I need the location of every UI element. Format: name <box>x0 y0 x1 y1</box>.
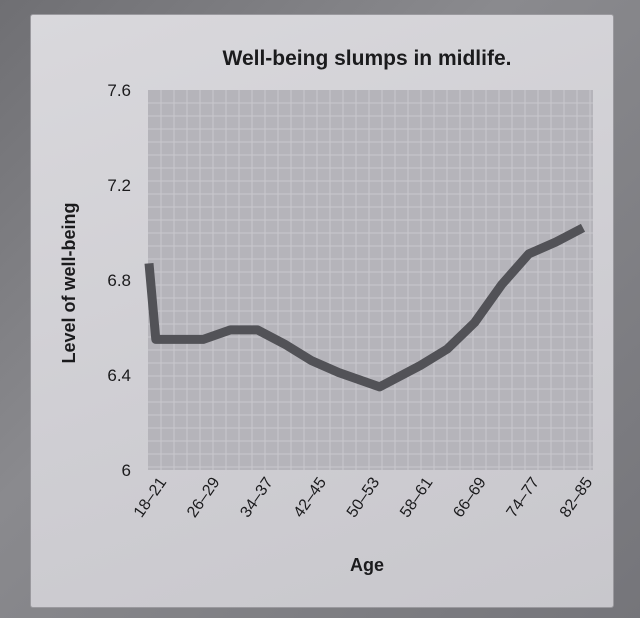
x-tick-label: 82–85 <box>557 474 597 520</box>
chart-card: Well-being slumps in midlife. 6 6.4 6.8 7.2… <box>30 14 614 608</box>
y-tick-label: 7.6 <box>107 81 131 100</box>
y-tick-label: 6.8 <box>107 271 131 290</box>
x-axis-label: Age <box>350 555 384 575</box>
x-tick-label: 18–21 <box>131 474 171 520</box>
series-line <box>144 223 586 392</box>
y-tick-label: 6 <box>122 461 131 480</box>
line-chart: Well-being slumps in midlife. 6 6.4 6.8 7.2… <box>59 47 597 575</box>
x-tick-label: 66–69 <box>450 474 490 520</box>
chart-title: Well-being slumps in midlife. <box>223 47 512 70</box>
y-tick-label: 6.4 <box>107 366 131 385</box>
y-axis-label: Level of well-being <box>59 202 79 363</box>
y-tick-label: 7.2 <box>107 176 131 195</box>
plot-area <box>148 90 593 470</box>
x-tick-label: 34–37 <box>237 474 277 520</box>
x-tick-label: 26–29 <box>184 474 224 520</box>
x-tick-label: 74–77 <box>504 474 544 520</box>
x-axis: 18–21 26–29 34–37 42–45 50–53 58–61 66–69 74–77… <box>131 474 597 520</box>
x-tick-label: 58–61 <box>397 474 437 520</box>
x-tick-label: 42–45 <box>291 474 331 520</box>
x-tick-label: 50–53 <box>344 474 384 520</box>
y-axis: 6 6.4 6.8 7.2 7.6 <box>107 81 131 480</box>
